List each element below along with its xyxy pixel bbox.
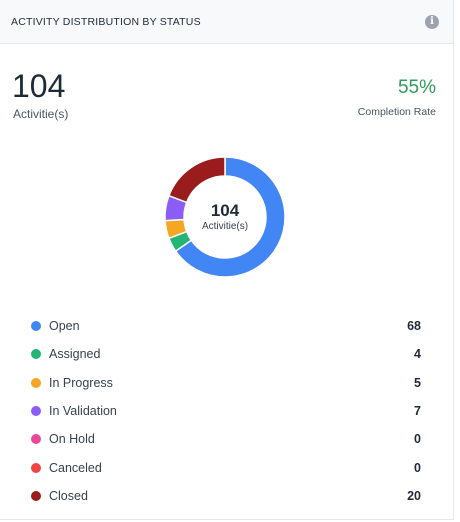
legend-item-closed[interactable]: Closed 20 (31, 482, 421, 510)
total-activities-label: Activitie(s) (13, 107, 69, 121)
donut-slice-open[interactable] (174, 156, 286, 278)
donut-chart: 104 Activitie(s) (162, 154, 288, 280)
legend-value: 7 (414, 404, 421, 419)
donut-chart-svg (164, 156, 286, 278)
legend-value: 5 (414, 375, 421, 390)
legend-dot-icon (31, 490, 41, 501)
legend-item-open[interactable]: Open 68 (31, 312, 421, 340)
legend-value: 68 (407, 319, 421, 334)
legend-value: 0 (414, 432, 421, 447)
completion-rate-label: Completion Rate (357, 106, 436, 118)
legend-dot-icon (31, 434, 41, 445)
completion-rate-value: 55% (397, 77, 436, 98)
legend-label: On Hold (49, 432, 95, 447)
legend-item-assigned[interactable]: Assigned 4 (31, 340, 421, 368)
legend-item-in-validation[interactable]: In Validation 7 (31, 397, 421, 425)
card-header: ACTIVITY DISTRIBUTION BY STATUS i (0, 0, 453, 44)
info-icon[interactable]: i (425, 14, 439, 29)
legend-label: Assigned (49, 347, 101, 362)
legend-item-in-progress[interactable]: In Progress 5 (31, 369, 421, 397)
chart-legend: Open 68 Assigned 4 In Progress 5 In Validation… (31, 312, 421, 510)
legend-dot-icon (31, 321, 41, 332)
legend-dot-icon (31, 349, 41, 360)
legend-label: Closed (49, 488, 88, 503)
legend-label: In Progress (49, 375, 113, 390)
legend-dot-icon (31, 462, 41, 473)
legend-dot-icon (31, 377, 41, 388)
legend-value: 4 (414, 347, 421, 362)
legend-item-on-hold[interactable]: On Hold 0 (31, 425, 421, 453)
legend-value: 20 (407, 488, 421, 503)
legend-label: Open (49, 319, 80, 334)
card-title: ACTIVITY DISTRIBUTION BY STATUS (11, 15, 201, 28)
total-activities-value: 104 (12, 68, 66, 104)
legend-value: 0 (414, 460, 421, 475)
legend-dot-icon (31, 406, 41, 417)
donut-slice-closed[interactable] (167, 156, 226, 204)
legend-label: In Validation (49, 404, 117, 419)
legend-label: Canceled (49, 460, 102, 475)
summary-stats: 104 Activitie(s) 55% Completion Rate (0, 44, 453, 144)
legend-item-canceled[interactable]: Canceled 0 (31, 453, 421, 481)
